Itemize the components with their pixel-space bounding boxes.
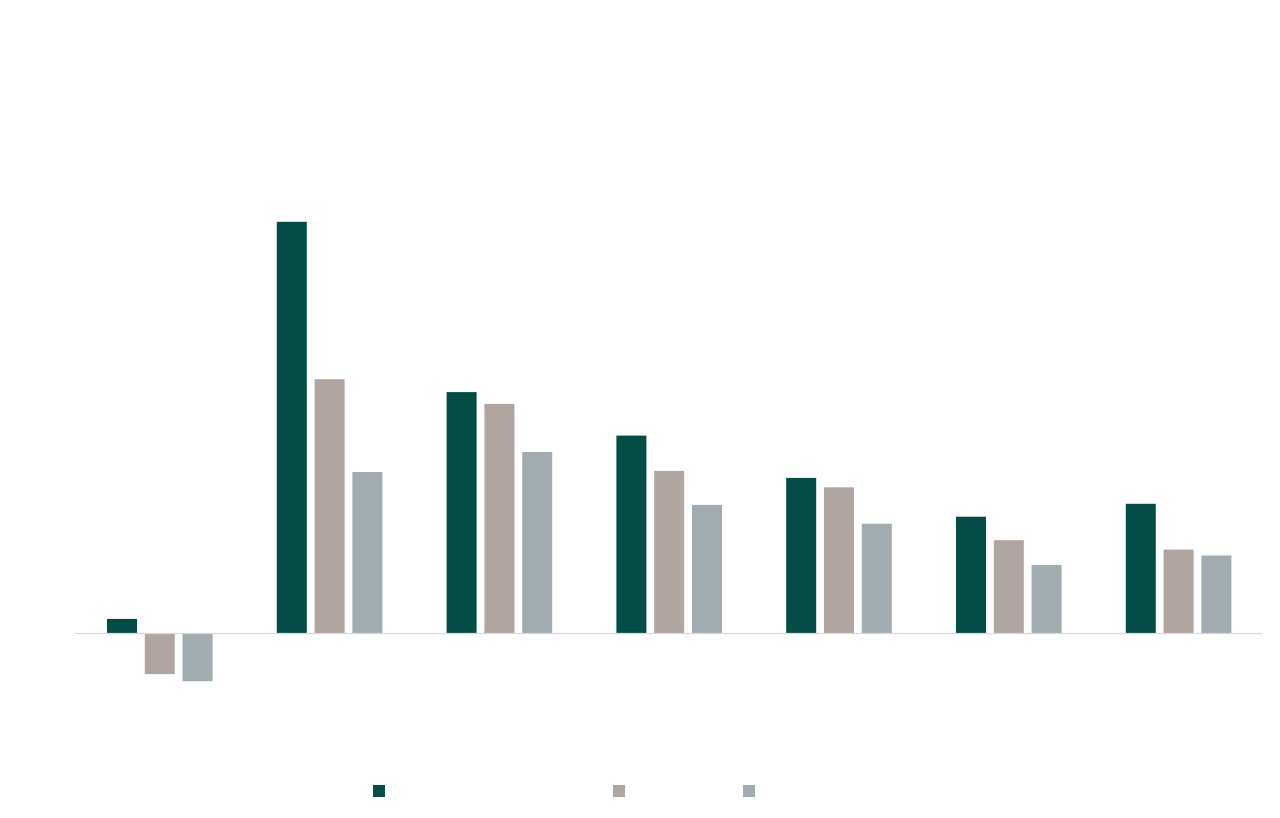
bar-series-2-group-1 (144, 633, 175, 675)
bar-series-2-group-3 (484, 403, 515, 633)
bar-series-1-group-7 (1125, 503, 1156, 634)
bar-series-1-group-1 (107, 618, 137, 633)
bar-series-1-group-5 (786, 477, 817, 633)
bar-series-2-group-4 (654, 470, 685, 633)
bar-series-3-group-3 (522, 452, 553, 633)
legend (373, 785, 755, 797)
bar-series-3-group-4 (692, 504, 722, 633)
bar-series-1-group-6 (956, 516, 986, 633)
bar-series-1-group-3 (446, 392, 477, 633)
bar-series-1-group-2 (276, 221, 307, 634)
bar-series-3-group-7 (1201, 555, 1232, 633)
bar-series-3-group-6 (1031, 564, 1062, 633)
legend-swatch-series-3 (743, 785, 755, 797)
bar-series-3-group-2 (352, 472, 383, 633)
bar-series-1-group-4 (616, 435, 647, 633)
bar-series-2-group-2 (314, 379, 345, 633)
bar-series-3-group-1 (182, 633, 213, 682)
legend-swatch-series-2 (613, 785, 625, 797)
bar-series-2-group-5 (824, 487, 854, 633)
bar-series-2-group-6 (993, 540, 1024, 633)
bar-series-2-group-7 (1163, 549, 1194, 633)
bar-series-3-group-5 (861, 523, 892, 633)
bars-layer (107, 221, 1232, 682)
legend-swatch-series-1 (373, 785, 385, 797)
